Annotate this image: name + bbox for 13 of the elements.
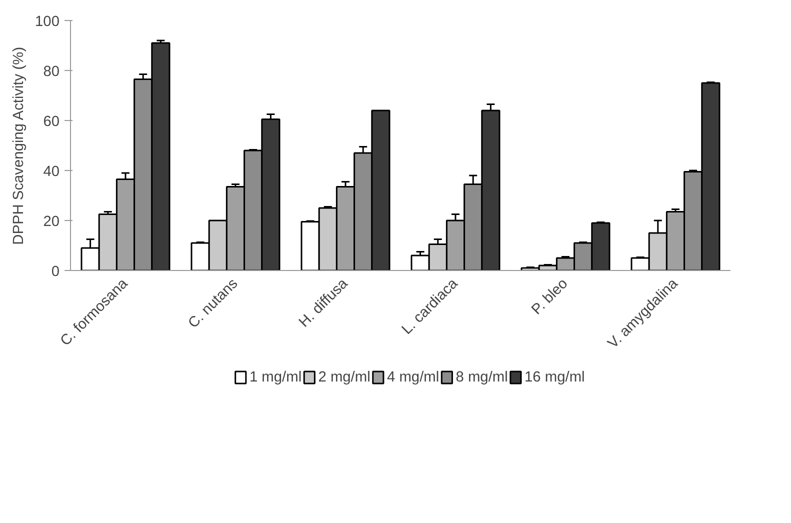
legend-label: 16 mg/ml: [524, 370, 585, 386]
y-axis-title: DPPH Scavenging Activity (%): [11, 46, 28, 245]
y-tick-label: 0: [51, 264, 60, 280]
x-tick-label: P. bleo: [528, 276, 572, 318]
legend-label: 8 mg/ml: [456, 370, 508, 386]
y-tick-label: 80: [43, 64, 60, 80]
y-tick-label: 20: [43, 214, 60, 230]
legend-label: 2 mg/ml: [318, 370, 370, 386]
legend-label: 1 mg/ml: [249, 370, 302, 386]
y-tick-label: 60: [43, 114, 60, 130]
legend-label: 4 mg/ml: [386, 370, 440, 386]
y-tick-label: 40: [43, 164, 60, 180]
y-tick-label: 100: [35, 14, 60, 30]
